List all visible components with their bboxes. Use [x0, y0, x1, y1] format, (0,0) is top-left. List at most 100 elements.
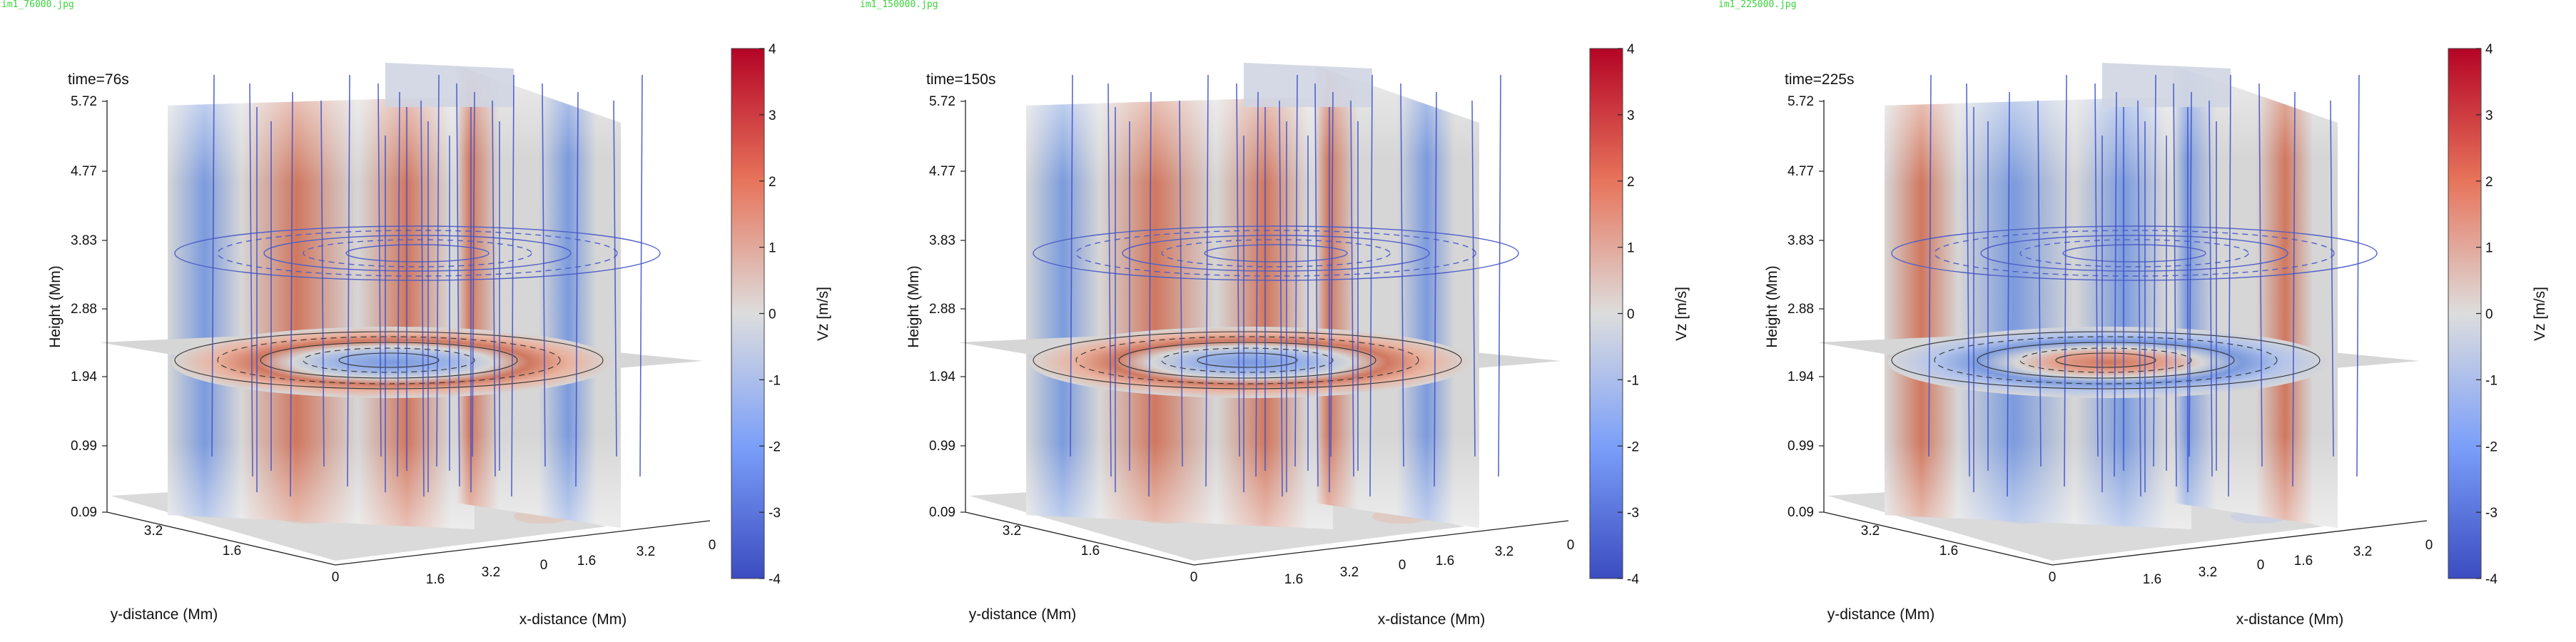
y-axis-line	[1823, 511, 2053, 566]
x-axis-label: x-distance (Mm)	[2236, 611, 2344, 628]
colorbar	[731, 48, 765, 579]
x-tick-label: 1.6	[2294, 554, 2313, 569]
z-tick-label: 1.94	[1788, 370, 1814, 384]
colorbar	[1589, 48, 1623, 579]
colorbar-tick-label: -4	[769, 572, 781, 587]
colorbar-tick-label: 0	[769, 307, 776, 322]
colorbar-tick-label: 3	[2485, 108, 2493, 123]
z-tick-label: 2.88	[929, 302, 955, 317]
y-axis-label: y-distance (Mm)	[969, 606, 1077, 623]
image-filename-label: im1_225000.jpg	[1718, 0, 1797, 10]
y-tick-label: 3.2	[144, 524, 163, 539]
z-tick-label: 5.72	[71, 94, 97, 109]
colorbar-tick-label: -4	[2485, 572, 2498, 587]
colorbar-tick-label: -1	[2485, 373, 2498, 388]
colorbar-tick-label: 0	[2485, 307, 2493, 322]
field-lines	[1928, 74, 2360, 497]
colorbar-tick-label: 3	[769, 108, 776, 123]
z-tick-label: 3.83	[1788, 233, 1814, 248]
time-label: time=150s	[926, 71, 995, 88]
x-tick-label: 1.6	[1284, 572, 1303, 587]
colorbar-tick-label: -2	[1627, 439, 1639, 454]
plot-3d	[100, 63, 703, 561]
colorbar-tick-label: 2	[2485, 175, 2493, 190]
x-axis-label: x-distance (Mm)	[1378, 611, 1486, 628]
colorbar-tick-label: -3	[2485, 506, 2498, 521]
contour-lines	[1891, 225, 2378, 389]
colorbar-tick-label: -3	[769, 506, 781, 521]
z-tick-label: 0.09	[71, 505, 97, 520]
x-tick-label: 3.2	[1340, 565, 1359, 580]
colorbar-tick-label: 1	[1627, 241, 1635, 256]
y-tick-label: 1.6	[1939, 544, 1958, 559]
field-lines	[1070, 74, 1501, 497]
x-tick-label: 0	[2257, 558, 2265, 573]
x-tick-label: 0	[1399, 558, 1406, 573]
chart-svg: im1_225000.jpg 5.72 4.77 3.83 2.88 1.94 0.99 0.…	[1718, 0, 2548, 628]
colorbar-tick-label: 1	[769, 241, 776, 256]
z-tick-label: 2.88	[71, 302, 97, 317]
x-tick-label: 0	[1567, 538, 1575, 553]
time-label: time=225s	[1785, 71, 1854, 88]
x-tick-label: 1.6	[2143, 572, 2161, 587]
y-tick-label: 0	[1190, 570, 1198, 585]
colorbar-tick-label: 0	[1627, 307, 1635, 322]
y-tick-label: 3.2	[1861, 524, 1880, 539]
x-tick-label: 1.6	[1436, 554, 1454, 569]
colorbar-tick-label: 1	[2485, 241, 2493, 256]
z-tick-label: 0.09	[1788, 505, 1814, 520]
y-axis-label: y-distance (Mm)	[111, 606, 218, 623]
colorbar-tick-label: 4	[2485, 42, 2493, 57]
x-tick-label: 3.2	[1495, 544, 1513, 559]
x-axis-label: x-distance (Mm)	[519, 611, 627, 628]
z-tick-label: 1.94	[71, 370, 97, 384]
z-tick-label: 0.99	[929, 439, 955, 454]
z-tick-label: 1.94	[929, 370, 955, 384]
z-tick-label: 4.77	[1788, 164, 1814, 179]
colorbar-tick-label: -1	[769, 373, 781, 388]
y-tick-label: 0	[332, 570, 340, 585]
chart-panel: im1_76000.jpg 5.72 4.77 3.83 2.88 1.94 0.99 0.0…	[0, 0, 858, 642]
z-tick-label: 3.83	[71, 233, 97, 248]
horizontal-slice-velocity	[171, 327, 614, 398]
colorbar-tick-label: -2	[769, 439, 781, 454]
colorbar-tick-label: -2	[2485, 439, 2498, 454]
x-tick-label: 3.2	[2199, 565, 2217, 580]
x-axis-line	[335, 520, 711, 566]
horizontal-slice-velocity	[1888, 327, 2331, 398]
image-filename-label: im1_76000.jpg	[1, 0, 74, 10]
chart-svg: im1_76000.jpg 5.72 4.77 3.83 2.88 1.94 0.99 0.0…	[1, 0, 831, 628]
z-tick-label: 3.83	[929, 233, 955, 248]
contour-lines	[1033, 225, 1519, 389]
chart-svg: im1_150000.jpg 5.72 4.77 3.83 2.88 1.94 0.99 0.…	[860, 0, 1690, 628]
plot-3d	[1817, 63, 2420, 561]
x-tick-label: 3.2	[2353, 544, 2372, 559]
x-axis-line	[1193, 520, 1569, 566]
y-tick-label: 1.6	[1081, 544, 1100, 559]
colorbar-label: Vz [m/s]	[815, 287, 831, 341]
chart-panel: im1_225000.jpg 5.72 4.77 3.83 2.88 1.94 0.99 0.…	[1717, 0, 2575, 642]
y-axis-line	[106, 511, 336, 566]
z-tick-label: 0.99	[71, 439, 97, 454]
z-tick-label: 5.72	[1788, 94, 1814, 109]
y-tick-label: 3.2	[1003, 524, 1021, 539]
x-tick-label: 0	[540, 558, 548, 573]
z-tick-label: 4.77	[71, 164, 97, 179]
x-tick-label: 0	[709, 538, 716, 553]
z-tick-label: 0.99	[1788, 439, 1814, 454]
plot-3d	[958, 63, 1561, 561]
x-tick-label: 1.6	[426, 572, 445, 587]
z-axis-label: Height (Mm)	[1764, 265, 1780, 348]
z-tick-label: 2.88	[1788, 302, 1814, 317]
colorbar-tick-label: 4	[1627, 42, 1635, 57]
colorbar-tick-label: 2	[1627, 175, 1635, 190]
z-tick-label: 4.77	[929, 164, 955, 179]
x-axis-line	[2052, 520, 2428, 566]
z-tick-label: 0.09	[929, 505, 955, 520]
y-axis-label: y-distance (Mm)	[1827, 606, 1935, 623]
colorbar-tick-label: -1	[1627, 373, 1639, 388]
chart-panel: im1_150000.jpg 5.72 4.77 3.83 2.88 1.94 0.99 0.…	[858, 0, 1717, 642]
colorbar-label: Vz [m/s]	[1673, 287, 1690, 341]
y-tick-label: 0	[2049, 570, 2057, 585]
colorbar-tick-label: 2	[769, 175, 776, 190]
